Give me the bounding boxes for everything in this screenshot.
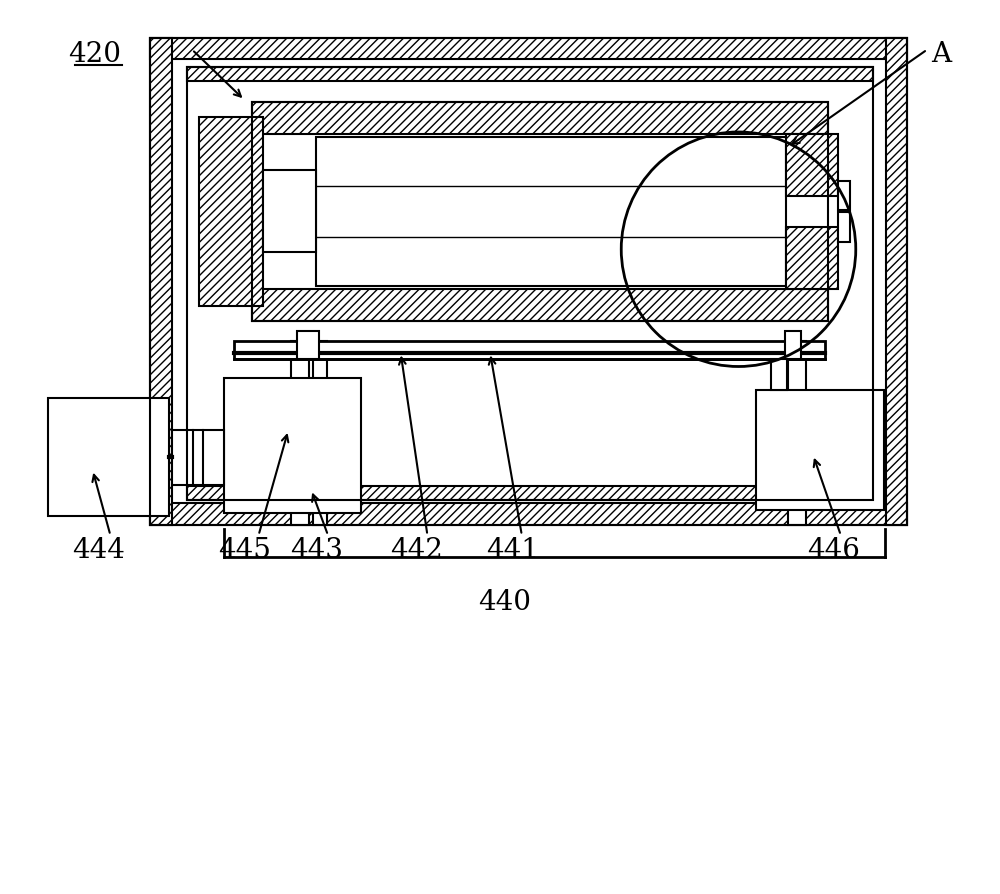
Bar xyxy=(187,67,873,500)
Text: 442: 442 xyxy=(390,537,443,564)
Bar xyxy=(150,38,907,525)
Bar xyxy=(187,485,873,500)
Text: 446: 446 xyxy=(807,537,860,564)
Text: 420: 420 xyxy=(68,41,121,68)
Text: 444: 444 xyxy=(72,537,125,564)
Bar xyxy=(785,331,801,358)
Bar xyxy=(199,117,263,306)
Bar xyxy=(316,137,786,286)
Text: 445: 445 xyxy=(218,537,271,564)
Bar xyxy=(886,38,907,525)
Bar xyxy=(252,289,828,321)
Bar xyxy=(313,341,327,525)
Bar xyxy=(838,213,850,242)
Text: 443: 443 xyxy=(290,537,343,564)
Bar xyxy=(150,38,172,525)
Bar xyxy=(187,67,873,81)
Bar xyxy=(234,341,825,358)
Bar xyxy=(150,502,907,525)
Bar xyxy=(252,102,828,321)
Bar xyxy=(786,227,838,289)
Bar xyxy=(263,171,316,252)
Bar xyxy=(172,430,224,485)
Bar xyxy=(838,181,850,210)
Bar xyxy=(786,134,838,196)
Bar xyxy=(252,102,828,134)
Bar xyxy=(297,331,319,358)
Bar xyxy=(291,341,309,525)
Bar xyxy=(224,378,361,512)
Text: 440: 440 xyxy=(478,589,531,616)
Bar xyxy=(756,391,884,510)
Text: A: A xyxy=(931,41,951,68)
Text: 441: 441 xyxy=(486,537,539,564)
Bar xyxy=(788,341,806,525)
Bar xyxy=(150,38,907,59)
Bar xyxy=(771,358,787,391)
Bar xyxy=(48,399,169,516)
